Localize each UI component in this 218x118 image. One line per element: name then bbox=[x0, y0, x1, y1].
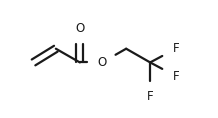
Text: F: F bbox=[173, 42, 179, 55]
Text: F: F bbox=[173, 70, 179, 83]
Text: O: O bbox=[75, 22, 84, 35]
Text: F: F bbox=[147, 90, 153, 103]
Text: O: O bbox=[97, 56, 107, 69]
